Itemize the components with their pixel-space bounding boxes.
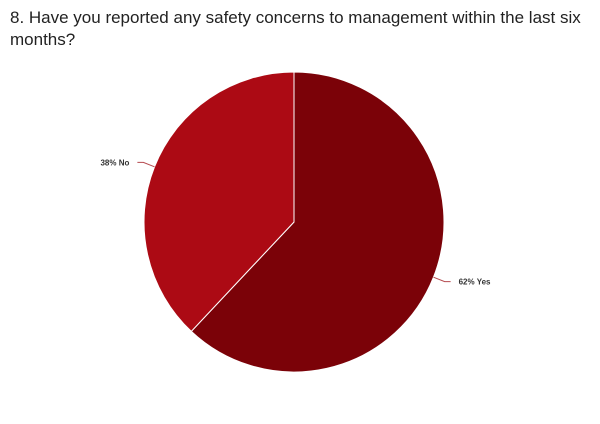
chart-title: 8. Have you reported any safety concerns… [10,8,581,49]
slice-label-yes: 62% Yes [459,278,491,287]
leader-line-no [137,161,155,168]
leader-line-yes [433,276,451,283]
slice-label-no: 38% No [100,158,129,167]
pie-slice-no [143,71,295,333]
